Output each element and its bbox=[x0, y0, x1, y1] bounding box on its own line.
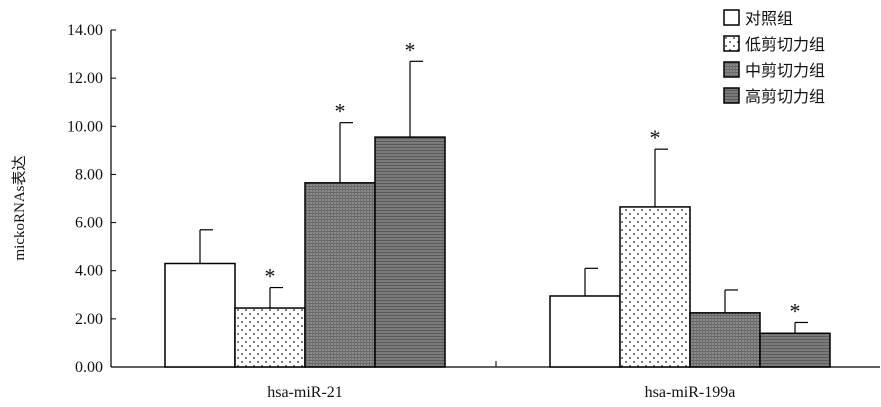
bar bbox=[374, 136, 446, 368]
legend-swatch bbox=[723, 9, 740, 26]
significance-star: * bbox=[265, 264, 276, 289]
y-tick-label: 2.00 bbox=[75, 311, 103, 328]
significance-star: * bbox=[405, 37, 416, 62]
bar bbox=[619, 206, 691, 368]
bar bbox=[234, 307, 306, 368]
legend-swatch bbox=[723, 87, 740, 104]
legend-label: 高剪切力组 bbox=[745, 87, 825, 106]
legend-swatch bbox=[723, 35, 740, 52]
bar bbox=[759, 332, 831, 368]
significance-star: * bbox=[650, 125, 661, 150]
bars: * * * * * bbox=[164, 37, 831, 368]
bar bbox=[549, 295, 621, 368]
significance-star: * bbox=[335, 99, 346, 124]
x-category-label: hsa-miR-21 bbox=[267, 384, 343, 401]
x-category-label: hsa-miR-199a bbox=[645, 384, 736, 401]
y-tick-label: 12.00 bbox=[67, 70, 103, 87]
bar bbox=[164, 262, 236, 368]
significance-star: * bbox=[790, 298, 801, 323]
legend-swatch bbox=[723, 61, 740, 78]
y-tick-label: 0.00 bbox=[75, 359, 103, 376]
legend-label: 对照组 bbox=[745, 9, 793, 28]
y-tick-label: 4.00 bbox=[75, 263, 103, 280]
bar bbox=[304, 182, 376, 368]
y-axis-title: mickoRNAs表达 bbox=[11, 155, 28, 260]
legend-label: 中剪切力组 bbox=[745, 61, 825, 80]
legend-label: 低剪切力组 bbox=[745, 35, 825, 54]
bar bbox=[689, 312, 761, 368]
y-tick-label: 8.00 bbox=[75, 166, 103, 183]
y-tick-label: 10.00 bbox=[67, 118, 103, 135]
y-tick-label: 6.00 bbox=[75, 215, 103, 232]
y-tick-label: 14.00 bbox=[67, 22, 103, 39]
axes: 0.00 2.00 4.00 6.00 8.00 10.00 12.00 14.00 hsa-m… bbox=[67, 22, 880, 401]
